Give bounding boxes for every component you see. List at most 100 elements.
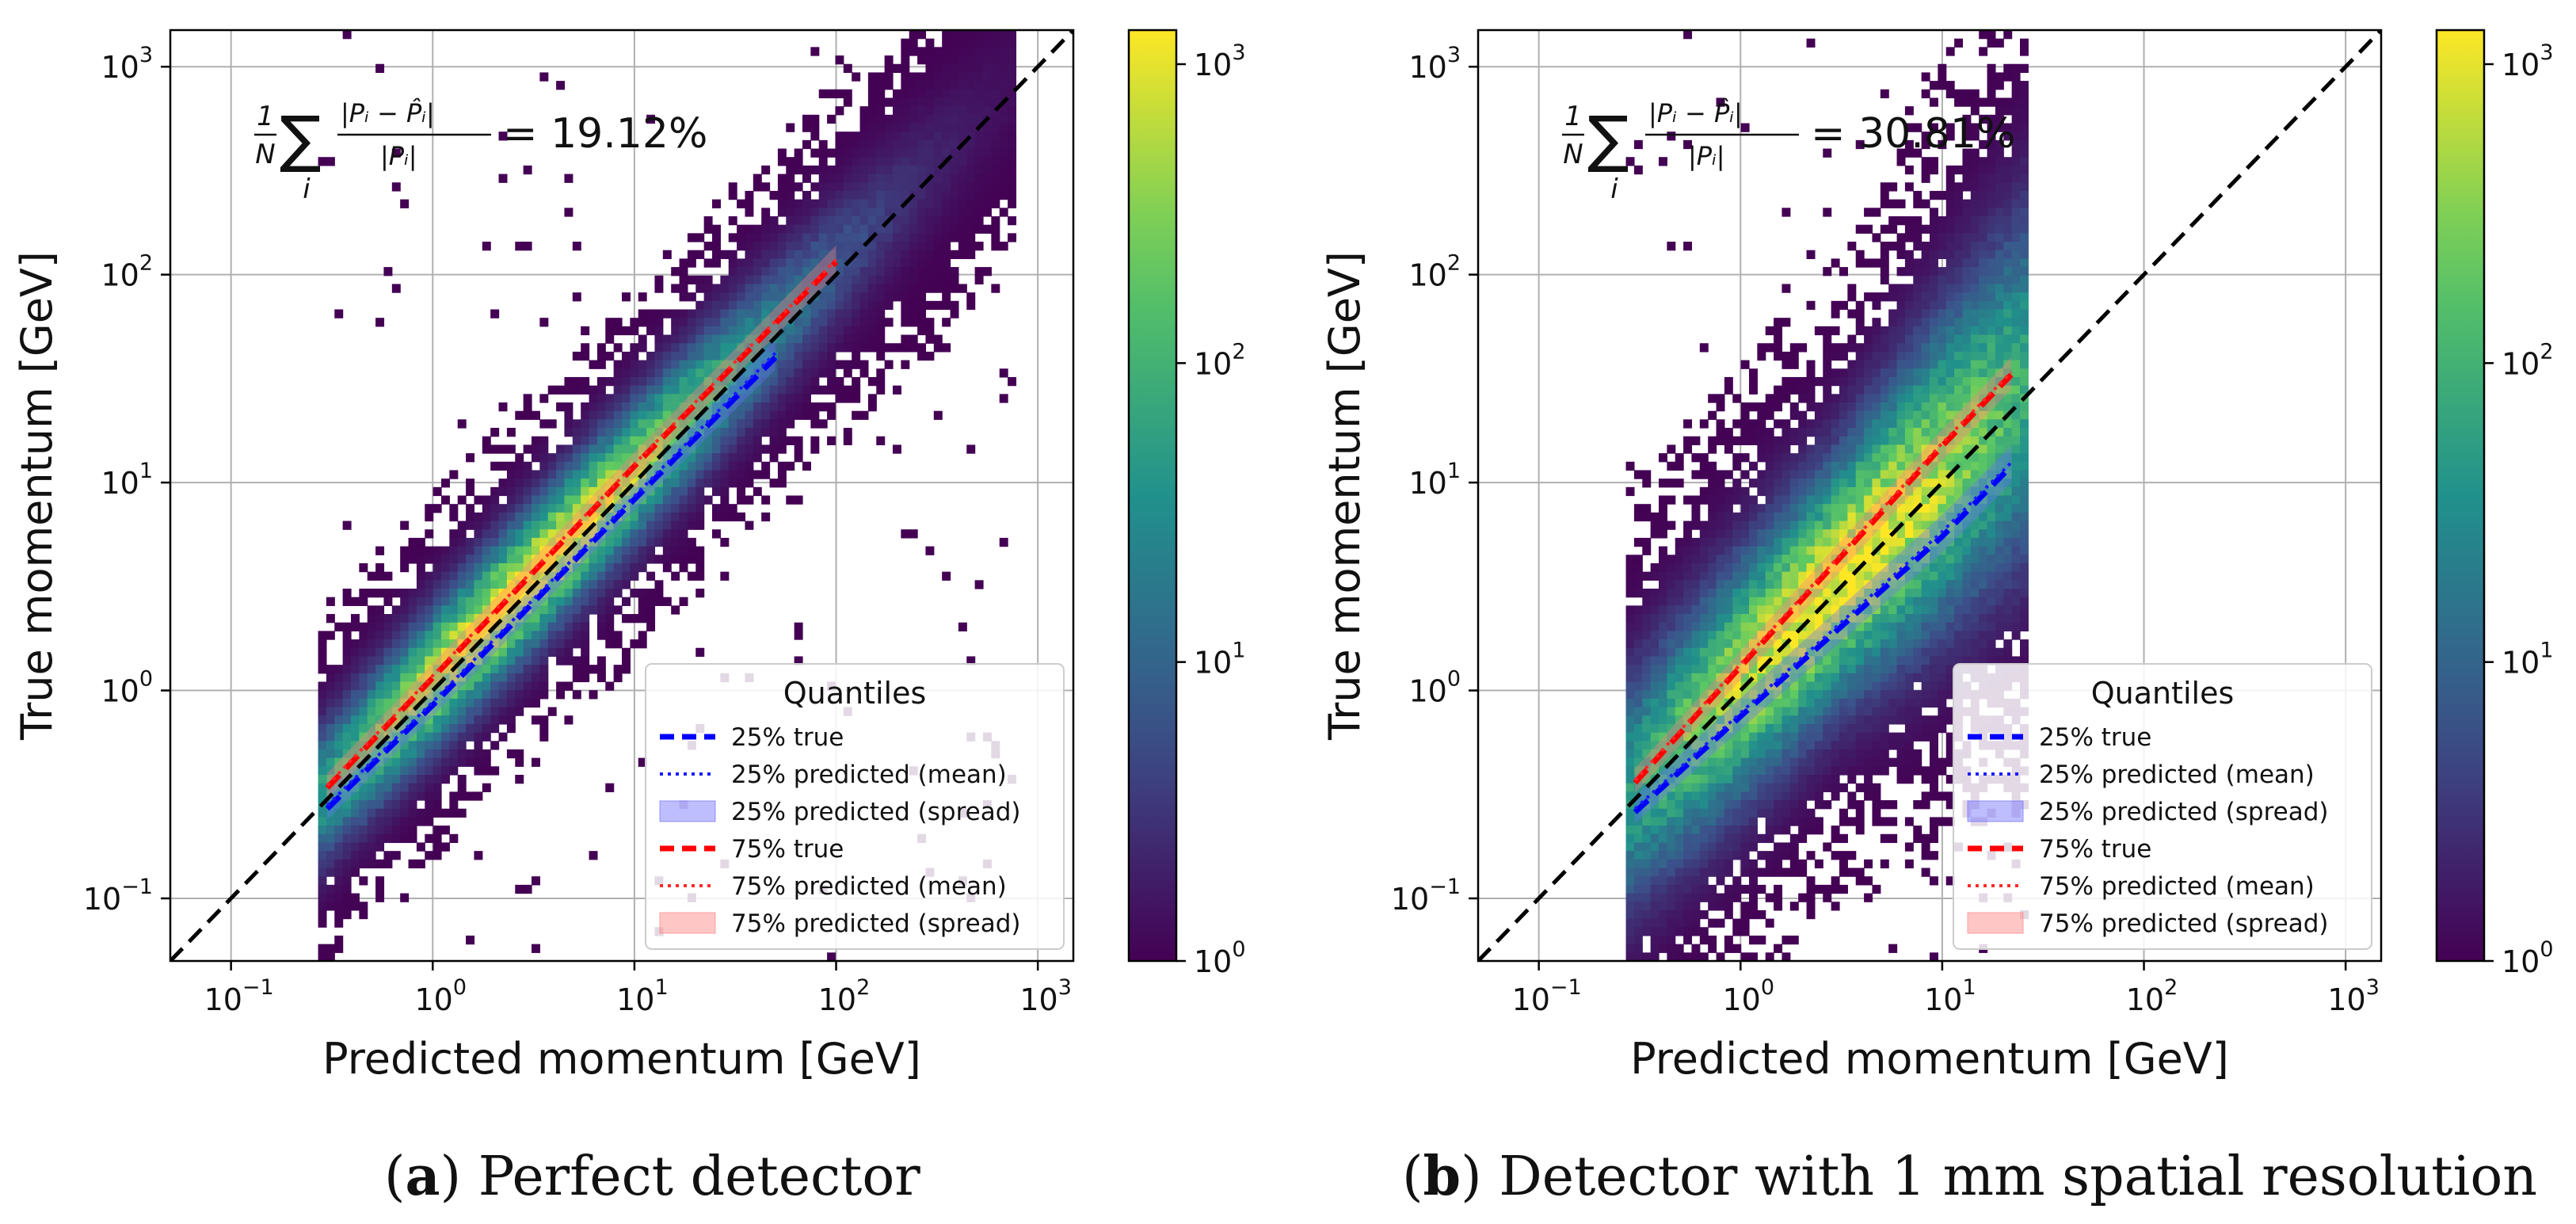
heatmap-cell [441, 614, 450, 623]
heatmap-cell [351, 622, 360, 632]
heatmap-cell [1008, 106, 1017, 116]
heatmap-cell [466, 732, 475, 742]
heatmap-cell [777, 444, 787, 454]
heatmap-cell [1008, 216, 1017, 226]
heatmap-cell [1740, 419, 1750, 429]
heatmap-cell [737, 343, 746, 353]
heatmap-cell [867, 267, 877, 276]
heatmap-cell [761, 275, 771, 285]
heatmap-cell [1683, 665, 1693, 674]
heatmap-cell [1774, 826, 1783, 835]
heatmap-cell [950, 309, 959, 318]
heatmap-cell [942, 300, 951, 311]
heatmap-cell [1872, 673, 1881, 683]
heatmap-cell [1625, 589, 1635, 598]
heatmap-cell [400, 555, 410, 564]
heatmap-cell [1732, 639, 1742, 649]
heatmap-cell [539, 419, 549, 429]
heatmap-cell [909, 529, 918, 539]
heatmap-cell [622, 436, 631, 446]
heatmap-cell [1855, 555, 1865, 564]
heatmap-cell [991, 114, 1000, 124]
heatmap-cell [1765, 520, 1774, 530]
heatmap-cell [1708, 614, 1717, 623]
heatmap-cell [1789, 783, 1799, 792]
heatmap-cell [835, 139, 844, 150]
heatmap-cell [441, 715, 450, 725]
heatmap-cell [539, 453, 549, 463]
heatmap-cell [547, 419, 557, 429]
heatmap-cell [950, 132, 959, 141]
heatmap-cell [662, 546, 672, 555]
heatmap-cell [933, 199, 943, 208]
heatmap-cell [1814, 512, 1823, 522]
heatmap-cell [596, 479, 606, 488]
heatmap-cell [687, 512, 696, 522]
heatmap-cell [884, 55, 894, 65]
heatmap-cell [1798, 723, 1808, 734]
heatmap-cell [1667, 690, 1676, 700]
heatmap-cell [1888, 394, 1898, 403]
heatmap-cell [1732, 673, 1742, 683]
heatmap-cell [1872, 690, 1881, 700]
heatmap-cell [1683, 893, 1693, 902]
heatmap-cell [1831, 368, 1840, 378]
heatmap-cell [1765, 410, 1774, 420]
heatmap-cell [589, 555, 598, 564]
heatmap-cell [1732, 749, 1742, 759]
heatmap-cell [1839, 444, 1848, 454]
heatmap-cell [1789, 842, 1799, 852]
heatmap-cell [1765, 867, 1774, 877]
heatmap-cell [687, 495, 696, 505]
heatmap-cell [942, 343, 951, 353]
heatmap-cell [433, 732, 442, 742]
heatmap-cell [818, 89, 828, 99]
heatmap-cell [933, 208, 943, 217]
heatmap-cell [1831, 757, 1840, 767]
heatmap-cell [867, 97, 877, 107]
heatmap-cell [605, 419, 615, 429]
heatmap-cell [662, 504, 672, 513]
heatmap-cell [703, 376, 713, 387]
heatmap-cell [720, 275, 730, 285]
heatmap-cell [712, 309, 721, 318]
heatmap-cell [745, 360, 754, 369]
heatmap-cell [1831, 309, 1840, 318]
heatmap-cell [482, 723, 491, 734]
heatmap-cell [408, 614, 417, 623]
heatmap-cell [695, 461, 705, 471]
heatmap-cell [1724, 520, 1733, 530]
heatmap-cell [638, 444, 647, 454]
heatmap-cell [1740, 690, 1750, 700]
heatmap-cell [1823, 673, 1832, 683]
heatmap-cell [1789, 529, 1799, 539]
heatmap-cell [769, 275, 779, 285]
heatmap-cell [1708, 571, 1717, 581]
heatmap-cell [671, 605, 680, 615]
heatmap-cell [1774, 580, 1783, 589]
heatmap-cell [867, 123, 877, 132]
heatmap-cell [777, 182, 787, 192]
heatmap-cell [893, 114, 901, 124]
heatmap-cell [893, 97, 901, 107]
heatmap-cell [515, 410, 524, 420]
heatmap-cell [1823, 622, 1832, 632]
heatmap-cell [1798, 479, 1808, 488]
tick-label-exponent: −1 [242, 975, 274, 1000]
heatmap-cell [539, 520, 549, 530]
heatmap-cell [1757, 867, 1766, 877]
heatmap-cell [581, 436, 590, 446]
heatmap-cell [1847, 698, 1857, 708]
heatmap-cell [679, 284, 688, 293]
heatmap-cell [843, 250, 852, 260]
heatmap-cell [425, 512, 434, 522]
heatmap-cell [564, 479, 574, 488]
heatmap-cell [1806, 504, 1816, 513]
heatmap-cell [1683, 673, 1693, 683]
heatmap-cell [1625, 707, 1635, 716]
heatmap-cell [867, 81, 877, 90]
heatmap-cell [679, 376, 688, 387]
heatmap-cell [1814, 647, 1823, 658]
heatmap-cell [950, 38, 959, 48]
heatmap-cell [416, 783, 425, 792]
